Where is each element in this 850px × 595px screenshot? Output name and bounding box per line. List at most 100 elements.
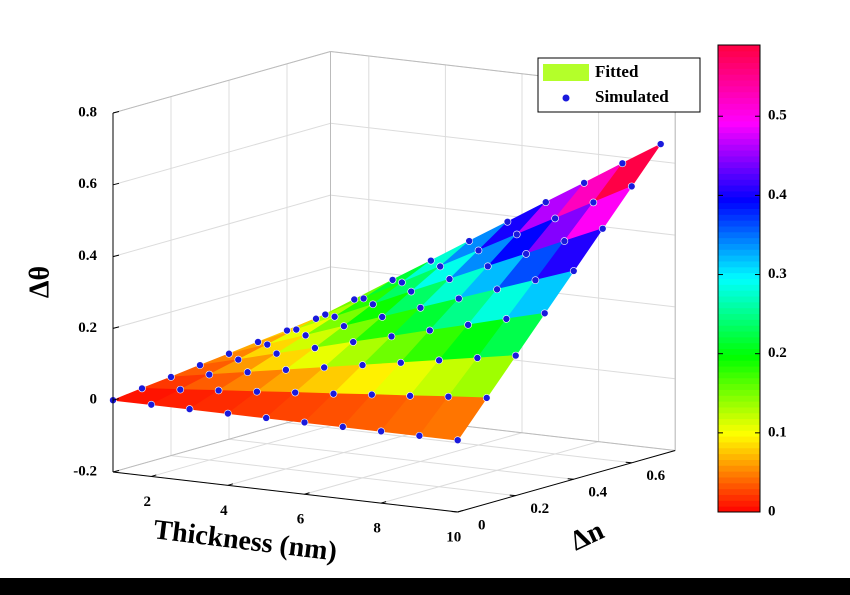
data-point (427, 256, 435, 265)
data-point (378, 313, 387, 321)
data-point (321, 310, 330, 319)
z-tick-label: 0.2 (78, 320, 97, 336)
data-point (234, 355, 243, 364)
grid-line (228, 438, 574, 480)
y-tick-label: 0.4 (588, 485, 607, 501)
data-point (522, 250, 530, 258)
bottom-bar (0, 578, 850, 595)
colorbar-band (718, 336, 760, 344)
data-point (465, 237, 474, 245)
colorbar-band (718, 453, 760, 460)
data-point (377, 427, 385, 436)
z-tick-label: 0.8 (78, 104, 97, 120)
colorbar-frame (717, 44, 761, 513)
y-tick-label: 0.6 (646, 468, 665, 484)
data-point (320, 363, 329, 372)
colorbar-band (718, 266, 760, 274)
colorbar-band (718, 471, 760, 478)
colorbar-band (718, 120, 760, 128)
colorbar-band (718, 459, 760, 466)
data-point (338, 423, 347, 431)
colorbar-band (718, 447, 760, 455)
axis-line (112, 471, 458, 513)
x-tick-label: 4 (220, 503, 228, 519)
data-point (511, 351, 520, 360)
legend-label: Fitted (595, 62, 639, 81)
legend: Fitted Simulated (537, 57, 701, 113)
colorbar-band (718, 296, 760, 303)
colorbar-band (718, 506, 760, 513)
colorbar: 0 0.1 0.2 0.3 0.4 0.5 (717, 44, 787, 519)
data-point (560, 237, 569, 245)
colorbar-band (718, 138, 760, 145)
tick-mark (509, 494, 516, 497)
colorbar-band (718, 342, 760, 350)
data-point (589, 198, 598, 207)
colorbar-band (718, 301, 760, 309)
grid-line (112, 122, 331, 186)
data-point (425, 326, 434, 335)
data-point (272, 349, 281, 358)
data-point (291, 388, 300, 397)
data-point (254, 338, 262, 346)
grid-line (112, 194, 331, 258)
colorbar-band (718, 74, 760, 81)
colorbar-band (718, 185, 760, 192)
colorbar-band (718, 126, 760, 134)
colorbar-band (718, 190, 760, 198)
colorbar-tick-label: 0.5 (768, 108, 787, 124)
colorbar-band (718, 325, 760, 332)
data-point (618, 159, 627, 168)
data-point (350, 295, 359, 304)
tick-mark (304, 492, 310, 495)
colorbar-band (718, 383, 760, 390)
colorbar-band (718, 167, 760, 174)
data-point (196, 361, 204, 369)
x-tick-label: 10 (446, 529, 461, 545)
data-point (300, 418, 309, 427)
data-point (464, 321, 472, 329)
x-tick-label: 8 (373, 521, 381, 537)
data-point (580, 179, 588, 187)
colorbar-band (718, 284, 760, 291)
colorbar-tick-label: 0.2 (768, 345, 787, 361)
colorbar-band (718, 313, 760, 320)
colorbar-tick-label: 0.4 (768, 187, 787, 203)
legend-swatch (543, 64, 589, 81)
data-point (512, 230, 521, 239)
colorbar-band (718, 85, 760, 93)
colorbar-band (718, 225, 760, 233)
data-point (147, 400, 156, 409)
colorbar-band (718, 395, 760, 402)
colorbar-band (718, 179, 760, 186)
data-point (598, 224, 607, 233)
colorbar-band (718, 412, 760, 420)
colorbar-band (718, 161, 760, 169)
colorbar-band (718, 132, 760, 139)
colorbar-band (718, 144, 760, 151)
data-point (301, 331, 310, 340)
colorbar-band (718, 377, 760, 385)
data-point (358, 361, 367, 369)
data-point (445, 275, 454, 283)
colorbar-band (718, 500, 760, 507)
tick-mark (112, 470, 120, 473)
colorbar-band (718, 354, 760, 361)
data-point (502, 315, 511, 323)
data-point (493, 285, 501, 294)
tick-mark (112, 326, 120, 329)
y-tick-label: 0.2 (530, 501, 549, 517)
colorbar-band (718, 401, 760, 408)
data-point (541, 198, 550, 206)
colorbar-band (718, 319, 760, 326)
data-point (311, 344, 319, 352)
z-axis-label: Δθ (24, 266, 55, 298)
grid-line (330, 122, 676, 164)
colorbar-band (718, 371, 760, 379)
data-point (263, 340, 272, 349)
grid-line (170, 455, 516, 497)
data-point (225, 349, 233, 358)
data-point (435, 356, 443, 365)
data-point (282, 366, 290, 374)
colorbar-band (718, 272, 760, 279)
